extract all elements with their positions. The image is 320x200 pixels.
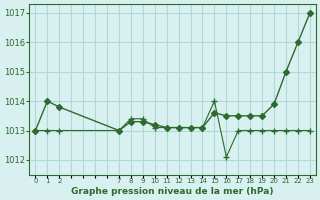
X-axis label: Graphe pression niveau de la mer (hPa): Graphe pression niveau de la mer (hPa) [71,187,274,196]
